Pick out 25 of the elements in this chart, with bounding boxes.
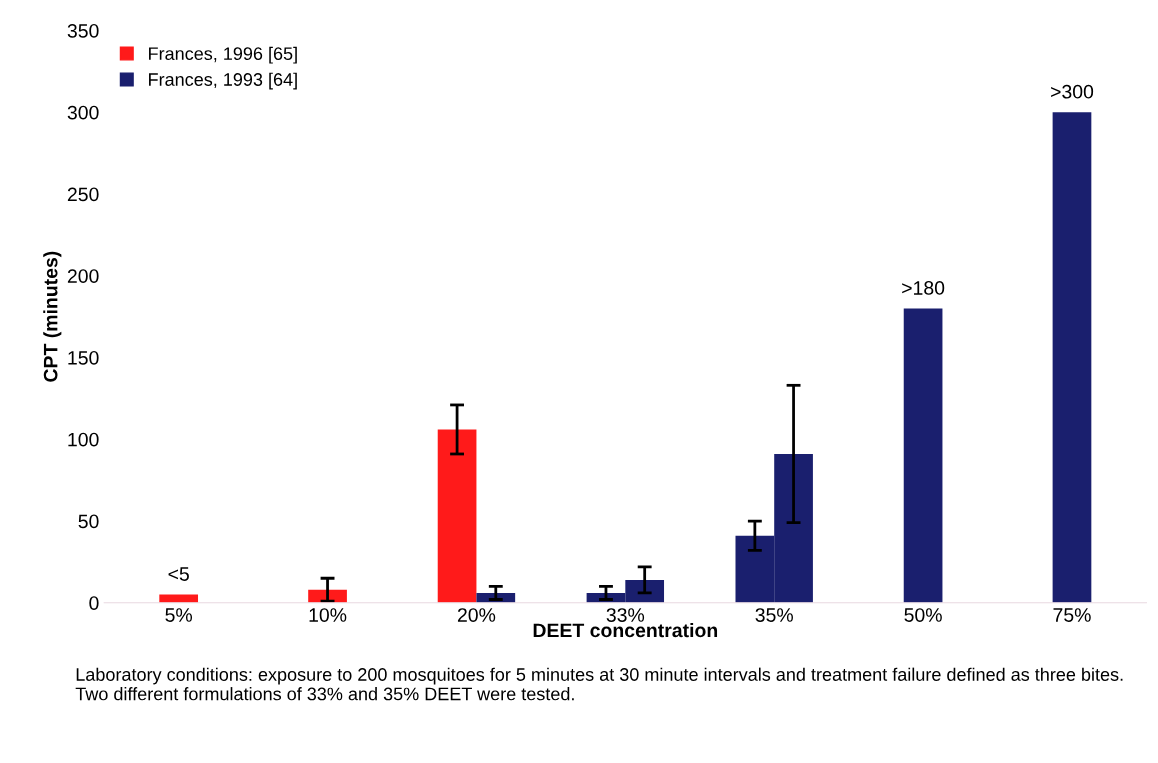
x-tick-label: 5% — [165, 608, 193, 622]
y-tick-label: 200 — [67, 269, 99, 284]
y-axis-title: CPT (minutes) — [43, 251, 62, 382]
data-label: >300 — [1051, 84, 1094, 99]
text: Laboratory conditions: exposure to 200 mosquitoes for 5 minutes at 30 minute intervals and treatment failure defined as three bites. Two different formulations of 33% and 35% DEET were tested. — [75, 667, 1123, 701]
y-tick-label: 50 — [78, 514, 99, 529]
x-tick-label: 75% — [1053, 608, 1091, 622]
x-tick-label: 10% — [309, 608, 347, 622]
y-tick-label: 0 — [89, 596, 99, 611]
y-tick-label: 350 — [67, 23, 99, 38]
bar — [903, 308, 943, 603]
y-tick-label: 100 — [68, 432, 99, 447]
legend-label: Frances, 1993 [64] — [149, 72, 297, 90]
legend-label: Frances, 1996 [65] — [149, 46, 297, 64]
y-tick-label: 250 — [67, 187, 99, 202]
data-label: >180 — [902, 281, 945, 295]
x-tick-label: 35% — [755, 608, 793, 622]
data-label: <5 — [168, 567, 189, 581]
x-tick-label: 50% — [904, 608, 942, 622]
y-tick-label: 300 — [67, 105, 99, 120]
bar — [1052, 112, 1092, 603]
x-axis-title: DEET concentration — [533, 622, 718, 638]
y-tick-label: 150 — [68, 350, 99, 365]
x-tick-label: 20% — [457, 608, 496, 622]
x-tick-label: 33% — [606, 608, 645, 622]
